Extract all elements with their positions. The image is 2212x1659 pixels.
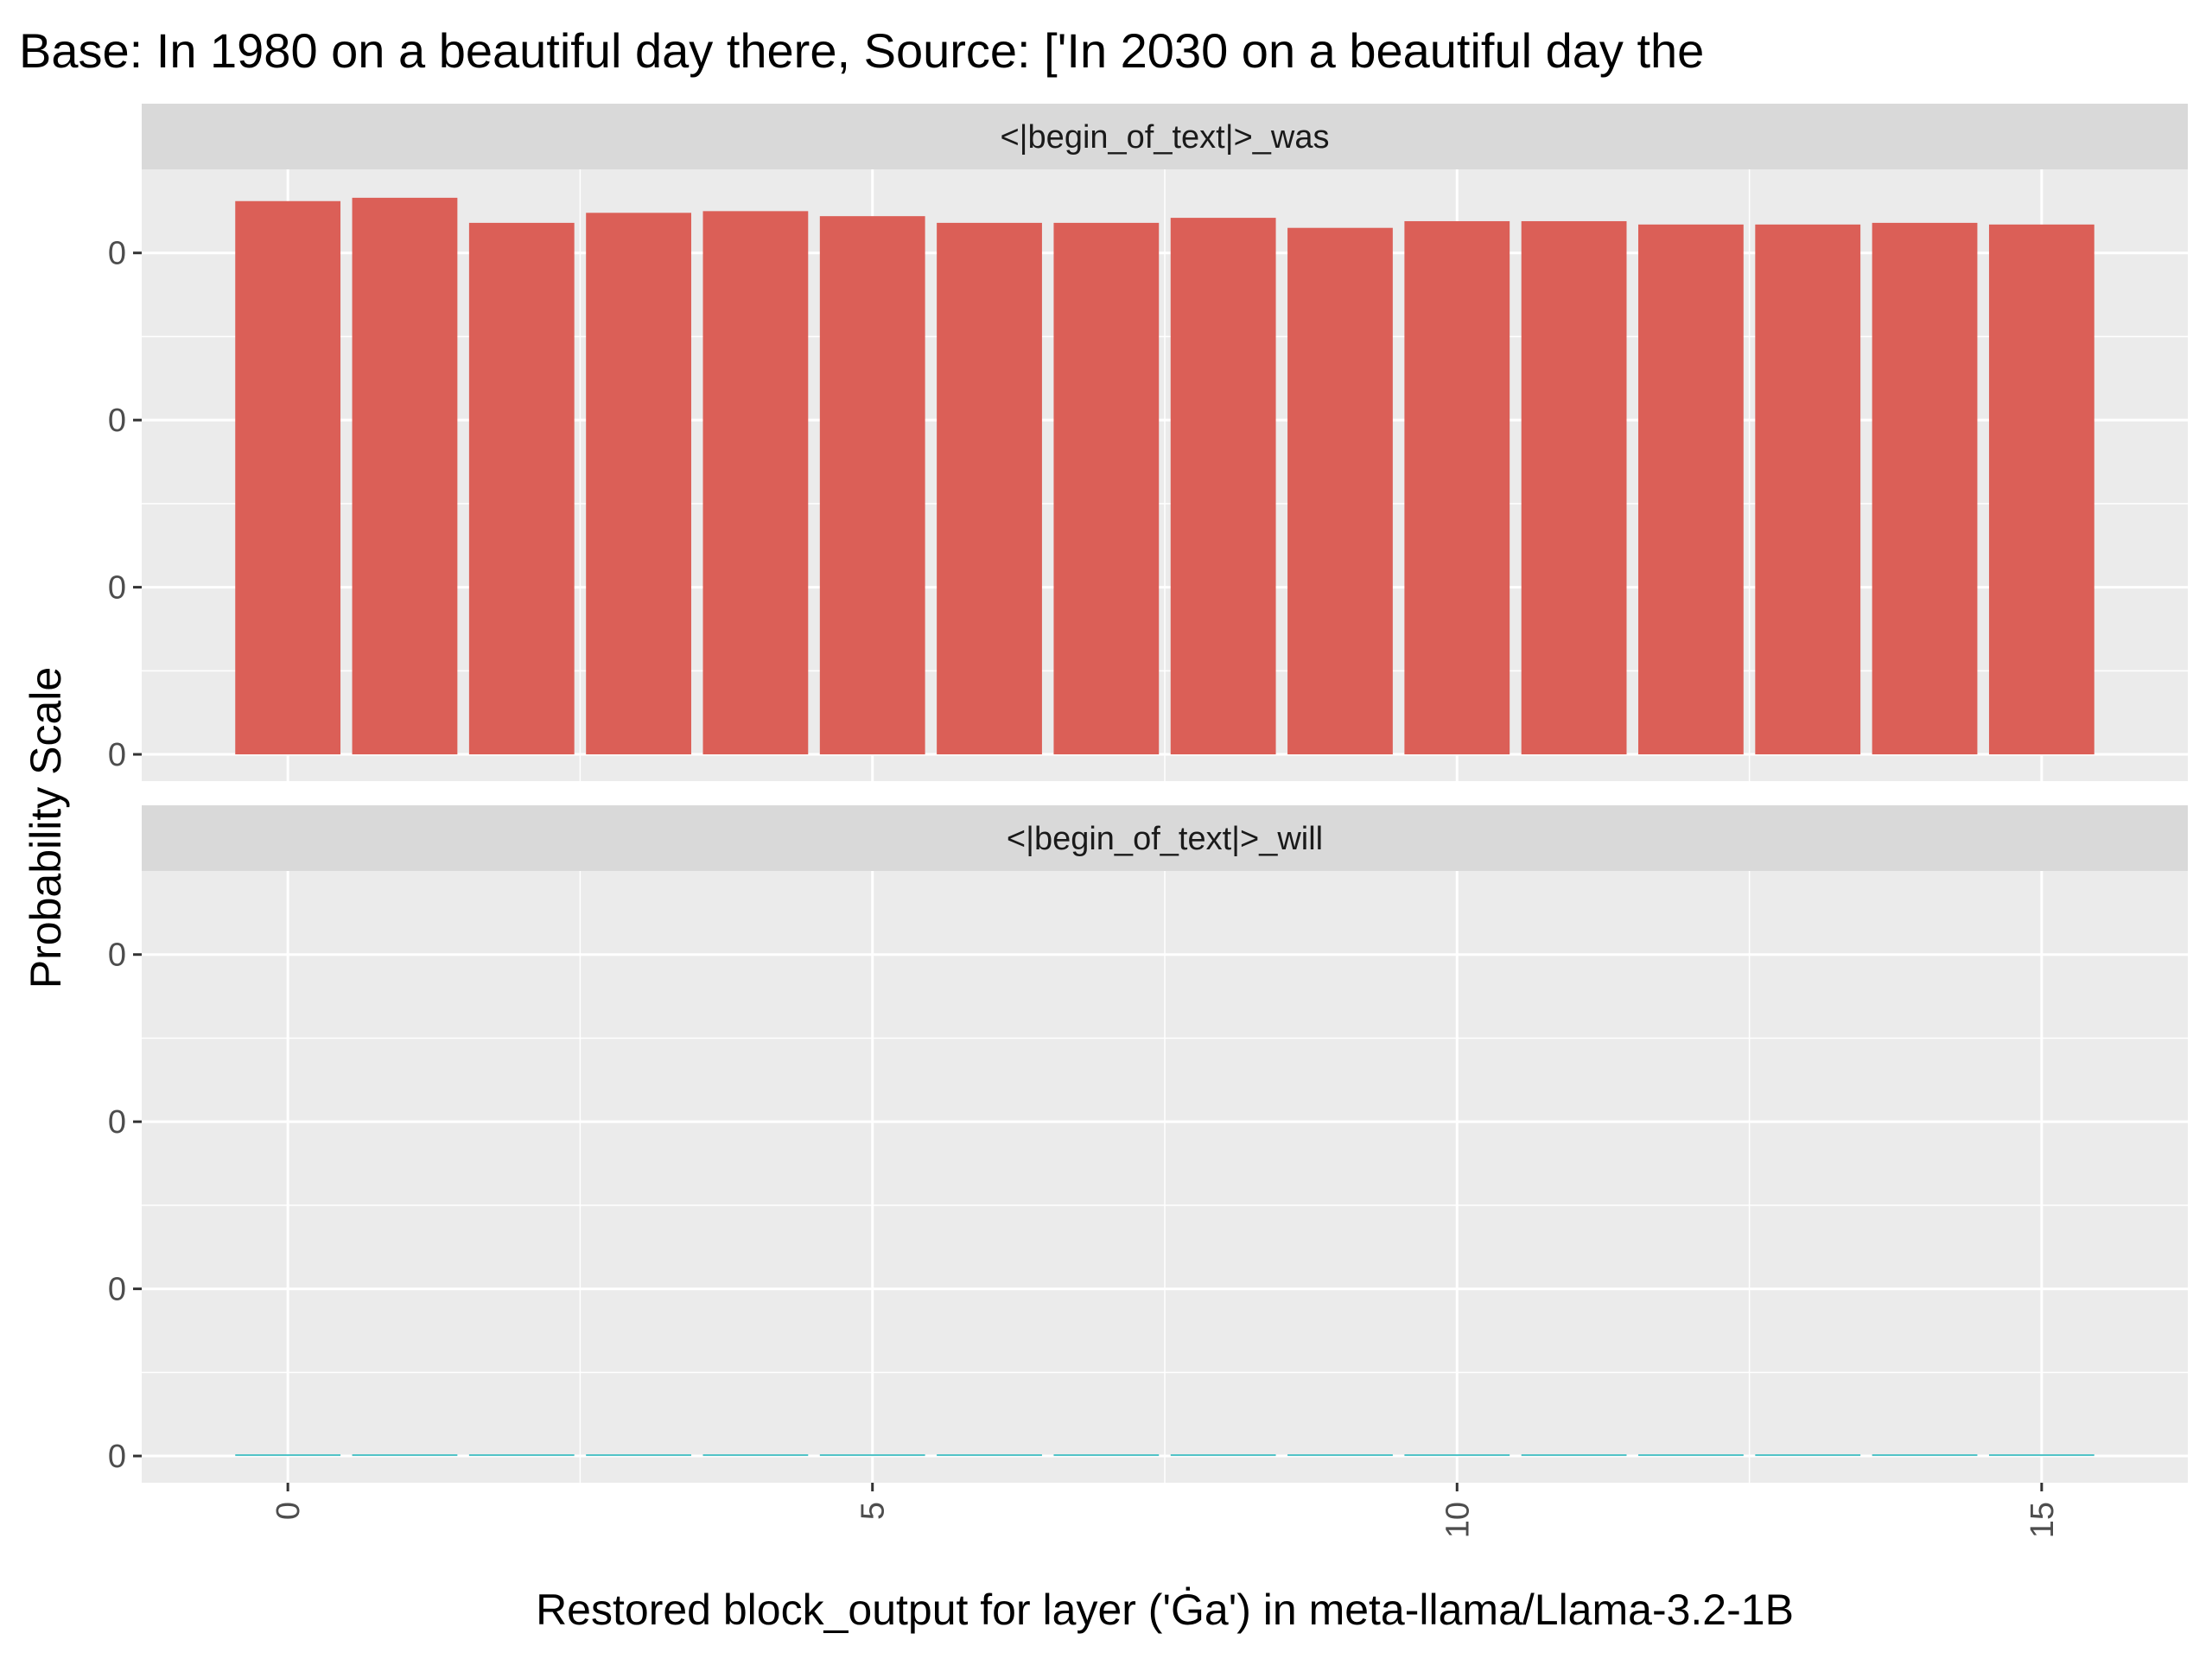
bar <box>1638 224 1744 755</box>
x-axis-title: Restored block_output for layer ('Ġa') i… <box>536 1586 1794 1634</box>
bar <box>819 1454 925 1457</box>
x-tick-label: 15 <box>2024 1502 2061 1538</box>
bar <box>1988 1454 2094 1457</box>
bar <box>586 213 691 755</box>
bar <box>1404 220 1510 755</box>
facet-panels: <|begin_of_text|>_was0000<|begin_of_text… <box>108 104 2188 1483</box>
facet-strip <box>142 805 2188 871</box>
bar <box>352 197 458 755</box>
y-axis-title: Probability Scale <box>22 667 70 988</box>
bar <box>235 1454 341 1457</box>
bar <box>702 211 809 755</box>
bar <box>1988 224 2094 755</box>
y-tick-label: 0 <box>108 1104 126 1141</box>
bar <box>468 1454 575 1457</box>
bar <box>468 222 575 755</box>
bar <box>1287 1454 1393 1457</box>
facet-strip <box>142 104 2188 169</box>
x-tick-label: 0 <box>270 1502 307 1520</box>
bar <box>1287 227 1393 755</box>
chart-title: Base: In 1980 on a beautiful day there, … <box>19 23 1704 78</box>
y-tick-label: 0 <box>108 737 126 773</box>
y-tick-label: 0 <box>108 236 126 272</box>
facet-strip-label: <|begin_of_text|>_will <box>1007 821 1323 857</box>
bar <box>1521 220 1627 755</box>
bar <box>1170 218 1276 755</box>
y-tick-label: 0 <box>108 403 126 439</box>
bar <box>1404 1454 1510 1457</box>
x-tick-label: 10 <box>1440 1502 1476 1538</box>
bar <box>937 1454 1042 1457</box>
bar <box>352 1454 458 1457</box>
bar <box>1872 1454 1978 1457</box>
x-axis: 0 5 10 15 <box>270 1483 2061 1538</box>
bar <box>819 216 925 755</box>
y-tick-label: 0 <box>108 938 126 974</box>
bar <box>702 1454 809 1457</box>
bar <box>1053 222 1160 755</box>
bar <box>1872 222 1978 755</box>
x-tick-label: 5 <box>855 1502 892 1520</box>
bar <box>1053 1454 1160 1457</box>
y-tick-label: 0 <box>108 1439 126 1475</box>
bar <box>1755 224 1861 755</box>
bar <box>1755 1454 1861 1457</box>
facet-panel: <|begin_of_text|>_will 0 0 0 0 <box>108 805 2188 1483</box>
bar <box>586 1454 691 1457</box>
facet-panel: <|begin_of_text|>_was 0 0 0 0 <box>108 104 2188 781</box>
facet-strip-label: <|begin_of_text|>_was <box>1000 119 1329 156</box>
y-tick-label: 0 <box>108 1272 126 1308</box>
y-tick-label: 0 <box>108 570 126 607</box>
bar <box>937 222 1042 755</box>
bar <box>1638 1454 1744 1457</box>
bar <box>1170 1454 1276 1457</box>
bar <box>1521 1454 1627 1457</box>
bar <box>235 200 341 755</box>
